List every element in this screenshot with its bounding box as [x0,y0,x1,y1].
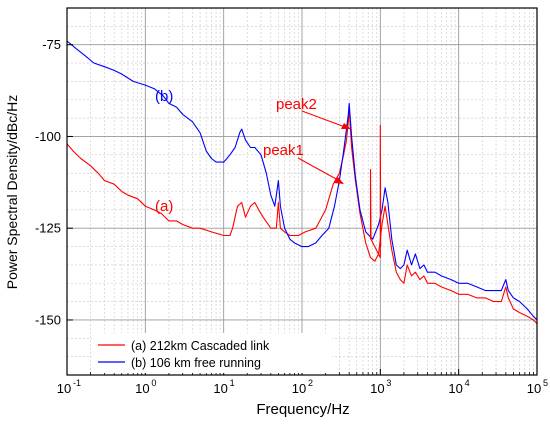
x-tick-exponent: -1 [73,378,81,388]
x-tick-label: 10 [213,381,227,396]
x-tick-label: 10 [448,381,462,396]
y-tick-label: -100 [35,129,61,144]
tick-labels: 10 -1 10 0 10 1 10 2 10 3 10 4 10 5-75-100-125-150 [35,37,548,396]
annotation-label-b: (b) [155,88,173,105]
annotation-peak2: peak2 [276,96,317,113]
x-tick-exponent: 3 [386,378,391,388]
peak2-arrow [301,110,351,129]
x-tick-label: 10 [370,381,384,396]
legend-box [92,333,332,373]
legend-entry-b: (b) 106 km free running [131,356,261,370]
annotation-label-a: (a) [155,198,173,215]
x-tick-exponent: 0 [151,378,156,388]
peak1-arrow [297,157,344,184]
x-tick-exponent: 1 [230,378,235,388]
x-tick-label: 10 [527,381,541,396]
legend: (a) 212km Cascaded link (b) 106 km free … [92,333,332,373]
x-tick-label: 10 [135,381,149,396]
series-line-2 [369,124,382,259]
minor-grid [67,8,537,375]
y-axis-label: Power Spectral Density/dBc/Hz [4,95,20,290]
x-axis-label: Frequency/Hz [256,401,349,418]
x-tick-exponent: 4 [465,378,470,388]
annotation-peak1: peak1 [263,142,304,159]
series-line-1 [66,40,538,321]
x-tick-exponent: 2 [308,378,313,388]
y-tick-label: -75 [42,37,61,52]
legend-entry-a: (a) 212km Cascaded link [131,339,270,353]
x-tick-label: 10 [292,381,306,396]
x-tick-label: 10 [57,381,71,396]
y-tick-label: -150 [35,312,61,327]
x-tick-exponent: 5 [543,378,548,388]
y-tick-label: -125 [35,221,61,236]
series-layer [66,40,538,324]
